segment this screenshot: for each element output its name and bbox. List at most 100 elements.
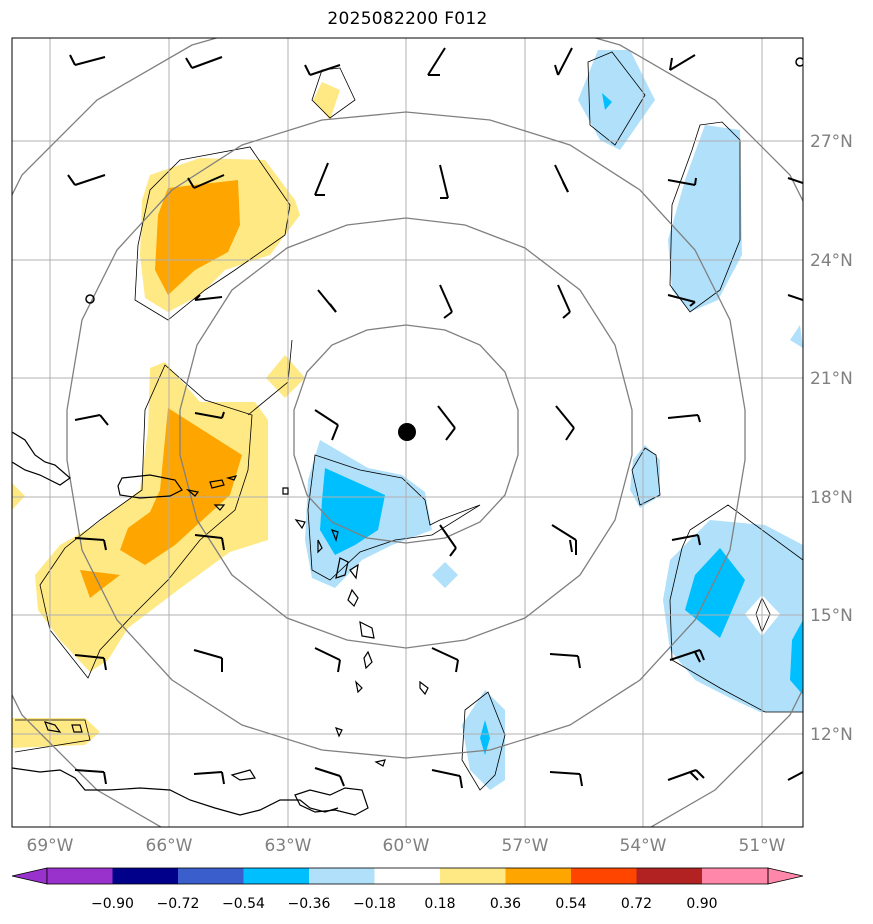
lon-label: 63°W — [265, 836, 312, 856]
colorbar-tick-label: 0.90 — [686, 896, 717, 912]
negative-anomaly-area — [432, 562, 458, 588]
wind-barb — [549, 771, 583, 787]
lon-label: 60°W — [383, 836, 430, 856]
wind-barb — [787, 177, 803, 184]
lat-label: 18°N — [810, 488, 853, 508]
colorbar-tick-label: −0.72 — [157, 896, 200, 912]
wind-barb — [431, 769, 463, 789]
wind-barb — [555, 405, 575, 441]
wind-barb — [787, 771, 803, 781]
wind-barb — [69, 54, 106, 66]
lon-label: 69°W — [27, 836, 74, 856]
wind-barb — [439, 164, 449, 199]
wind-barb — [671, 534, 701, 546]
colorbar-segment — [636, 868, 702, 884]
puerto-rico-coast — [117, 474, 183, 499]
latitude-labels: 27°N 24°N 21°N 18°N 15°N 12°N — [810, 132, 853, 745]
colorbar-segment — [243, 868, 309, 884]
wind-barb — [669, 649, 705, 663]
plot-title: 2025082200 F012 — [327, 9, 488, 29]
wind-barb — [314, 409, 339, 441]
range-ring-2 — [179, 217, 633, 649]
wind-barb — [787, 294, 803, 301]
colorbar-segment — [702, 868, 768, 884]
shading-layer — [12, 50, 803, 790]
negative-anomaly-area — [668, 125, 742, 312]
wind-barb — [304, 64, 341, 76]
positive-anomaly-area — [266, 355, 305, 398]
colorbar-tick-label: 0.54 — [555, 896, 586, 912]
lat-label: 12°N — [810, 725, 853, 745]
positive-anomaly-core — [155, 180, 240, 295]
lon-label: 66°W — [146, 836, 193, 856]
wind-barb — [74, 654, 107, 671]
wind-barb — [314, 162, 329, 196]
wind-barb — [74, 414, 109, 426]
range-ring-1 — [293, 324, 519, 544]
colorbar-extend-min — [11, 867, 48, 885]
wind-barb — [667, 769, 705, 781]
negative-anomaly-area — [790, 325, 803, 348]
map-area — [12, 38, 803, 827]
map-frame — [11, 37, 804, 828]
wind-barb — [194, 411, 225, 419]
wind-barb — [667, 294, 696, 307]
range-ring-3 — [66, 111, 746, 759]
wind-barb — [554, 47, 573, 76]
colorbar-segment — [571, 868, 637, 884]
colorbar-tick-label: −0.90 — [91, 896, 134, 912]
colorbar-tick-label: 0.36 — [490, 896, 521, 912]
coastlines — [12, 431, 429, 816]
lon-label: 57°W — [502, 836, 549, 856]
lat-label: 24°N — [810, 251, 853, 271]
colorbar-segment — [112, 868, 178, 884]
wind-barb — [557, 284, 571, 319]
venezuela-coast — [12, 767, 339, 816]
storm-center-dot — [398, 423, 416, 441]
positive-anomaly-core — [80, 570, 120, 598]
colorbar-segment — [505, 868, 571, 884]
wind-barb — [667, 177, 697, 186]
wind-barb — [74, 769, 107, 785]
colorbar-segment — [178, 868, 244, 884]
wind-barb — [317, 289, 337, 313]
wind-barb — [193, 649, 223, 672]
wind-barb — [187, 174, 225, 189]
colorbar-segment — [309, 868, 375, 884]
wind-barb — [427, 47, 446, 76]
wind-barb — [549, 653, 581, 669]
negative-anomaly-area — [578, 50, 655, 150]
wind-barb — [431, 647, 459, 673]
colorbar-tick-label: −0.18 — [353, 896, 396, 912]
wind-barb — [314, 767, 345, 787]
positive-anomaly-area — [313, 82, 340, 120]
colorbar-tick-label: 0.72 — [621, 896, 652, 912]
wind-barb — [194, 534, 225, 551]
wind-barb — [551, 524, 577, 555]
negative-anomaly-core — [602, 93, 612, 110]
lat-label: 21°N — [810, 369, 853, 389]
colorbar-tick-label: −0.54 — [222, 896, 265, 912]
negative-anomaly-core — [320, 468, 385, 555]
lon-label: 54°W — [620, 836, 667, 856]
wind-barb — [437, 405, 456, 441]
colorbar-segment — [374, 868, 440, 884]
wind-barb — [554, 164, 569, 193]
colorbar-tick-label: 0.18 — [424, 896, 455, 912]
wind-barb — [194, 294, 223, 301]
negative-anomaly-core — [480, 720, 490, 755]
lon-label: 51°W — [739, 836, 786, 856]
colorbar-tick-label: −0.36 — [288, 896, 331, 912]
wind-barb — [667, 414, 701, 423]
wind-barb — [439, 284, 453, 319]
lat-label: 15°N — [810, 606, 853, 626]
colorbar-segment — [440, 868, 506, 884]
negative-anomaly-area — [663, 520, 803, 712]
colorbar-segment — [47, 868, 113, 884]
colorbar-extend-max — [767, 867, 804, 885]
wind-barb — [193, 771, 225, 785]
calm-wind-marker — [795, 57, 803, 67]
wind-barb — [67, 174, 106, 186]
wind-barb — [314, 647, 341, 673]
